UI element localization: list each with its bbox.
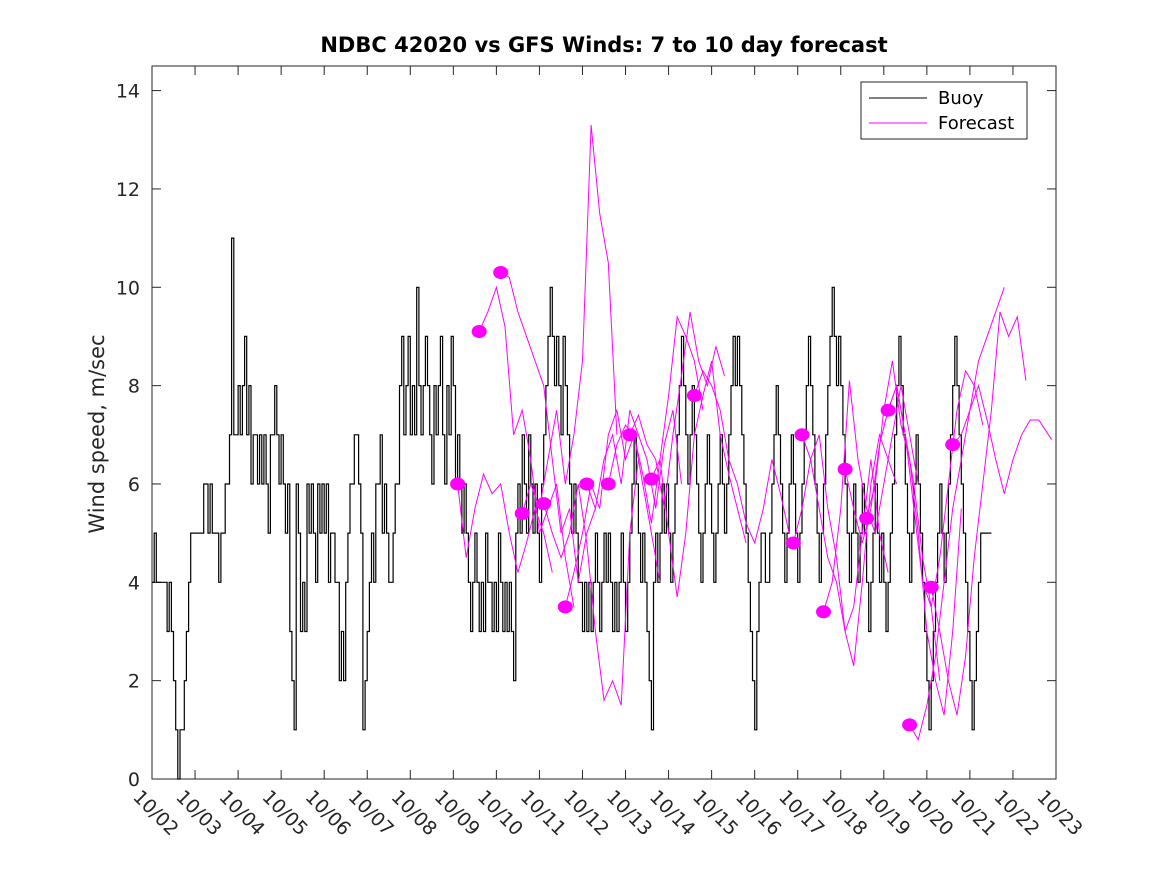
forecast-marker — [837, 462, 853, 476]
y-tick-label: 14 — [116, 81, 140, 103]
forecast-line-run3 — [500, 272, 596, 583]
y-tick-label: 10 — [116, 277, 140, 299]
forecast-marker — [902, 718, 918, 732]
legend: Buoy Forecast — [860, 81, 1028, 140]
y-tick-label: 2 — [128, 671, 140, 693]
y-tick-label: 6 — [128, 474, 140, 496]
forecast-line-run20 — [952, 383, 1053, 494]
forecast-marker — [816, 605, 831, 619]
forecast-marker — [785, 536, 801, 550]
y-tick-label: 8 — [128, 376, 140, 398]
forecast-marker — [686, 389, 702, 402]
forecast-marker — [794, 428, 810, 442]
forecast-marker — [536, 497, 552, 511]
forecast-marker — [493, 266, 509, 279]
forecast-marker — [471, 325, 487, 338]
forecast-line-run9 — [629, 311, 725, 509]
y-axis-label: Wind speed, m/sec — [85, 334, 109, 533]
forecast-markers — [450, 266, 961, 732]
forecast-marker — [600, 477, 616, 491]
buoy-series — [152, 237, 992, 780]
y-tick-label: 12 — [116, 179, 140, 201]
forecast-line-run18 — [909, 287, 1005, 742]
chart-title: NDBC 42020 vs GFS Winds: 7 to 10 day for… — [320, 33, 887, 57]
forecast-marker — [643, 472, 659, 486]
axes-box — [151, 65, 1057, 780]
y-tick-label: 4 — [128, 572, 140, 594]
forecast-line-run6 — [564, 408, 661, 608]
forecast-line-run10 — [650, 360, 747, 598]
forecast-marker — [622, 428, 638, 442]
forecast-line-run8 — [607, 314, 704, 524]
legend-forecast-label: Forecast — [938, 113, 1014, 134]
forecast-series — [457, 124, 1053, 742]
forecast-line-run2 — [478, 285, 575, 607]
forecast-marker — [880, 403, 896, 417]
forecast-line-run11 — [693, 369, 790, 545]
forecast-marker — [945, 438, 961, 452]
buoy-line — [152, 237, 992, 780]
forecast-marker — [859, 511, 875, 525]
legend-box — [860, 81, 1028, 140]
forecast-marker — [557, 600, 573, 614]
y-axis: 0 2 4 6 8 10 12 14 — [116, 81, 1056, 791]
y-tick-label: 0 — [128, 769, 140, 791]
legend-buoy-label: Buoy — [938, 88, 984, 109]
forecast-marker — [923, 580, 939, 594]
forecast-line-run12 — [792, 434, 889, 632]
forecast-line-run19 — [930, 311, 1027, 716]
forecast-line-run16 — [866, 360, 962, 716]
forecast-marker — [450, 477, 466, 491]
forecast-line-run5 — [543, 459, 639, 706]
forecast-marker — [514, 507, 530, 520]
forecast-marker — [579, 477, 595, 491]
forecast-line-run7 — [586, 410, 682, 511]
